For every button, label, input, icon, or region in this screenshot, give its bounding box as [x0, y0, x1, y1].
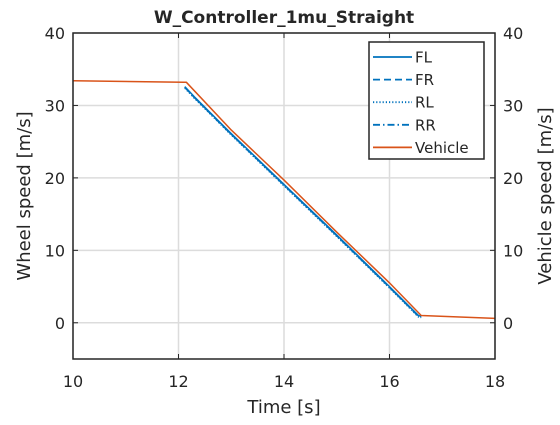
y-tick-label-right: 40 [503, 24, 523, 43]
y-tick-label-left: 10 [45, 241, 65, 260]
y-tick-label-left: 0 [55, 314, 65, 333]
y-tick-label-left: 20 [45, 169, 65, 188]
x-tick-label: 14 [274, 372, 294, 391]
legend-box [368, 41, 485, 160]
legend-label-vehicle: Vehicle [415, 139, 469, 157]
chart-title: W_Controller_1mu_Straight [154, 8, 414, 28]
legend-label-rl: RL [415, 94, 434, 112]
x-tick-label: 18 [485, 372, 505, 391]
legend-label-rr: RR [415, 116, 436, 134]
tick-layer: 10 12 14 16 18 0 0 10 10 20 20 30 30 40 40 [45, 24, 524, 391]
series-layer [72, 80, 496, 320]
legend-label-fr: FR [415, 71, 434, 89]
x-axis-label: Time [s] [246, 397, 320, 418]
legend: FL FR RL RR Vehicle [368, 41, 485, 160]
y-tick-label-right: 10 [503, 241, 523, 260]
legend-label-fl: FL [415, 49, 433, 67]
x-tick-label: 10 [63, 372, 83, 391]
y-tick-label-left: 40 [45, 24, 65, 43]
y-tick-label-right: 20 [503, 169, 523, 188]
series-line-rr [184, 86, 422, 318]
y-tick-label-right: 30 [503, 96, 523, 115]
y-tick-label-right: 0 [503, 314, 513, 333]
x-tick-label: 12 [168, 372, 188, 391]
y-axis-label-right: Vehicle speed [m/s] [535, 107, 556, 284]
series-line-vehicle [72, 80, 496, 320]
x-tick-label: 16 [379, 372, 399, 391]
y-axis-label-left: Wheel speed [m/s] [14, 111, 35, 280]
y-tick-label-left: 30 [45, 96, 65, 115]
